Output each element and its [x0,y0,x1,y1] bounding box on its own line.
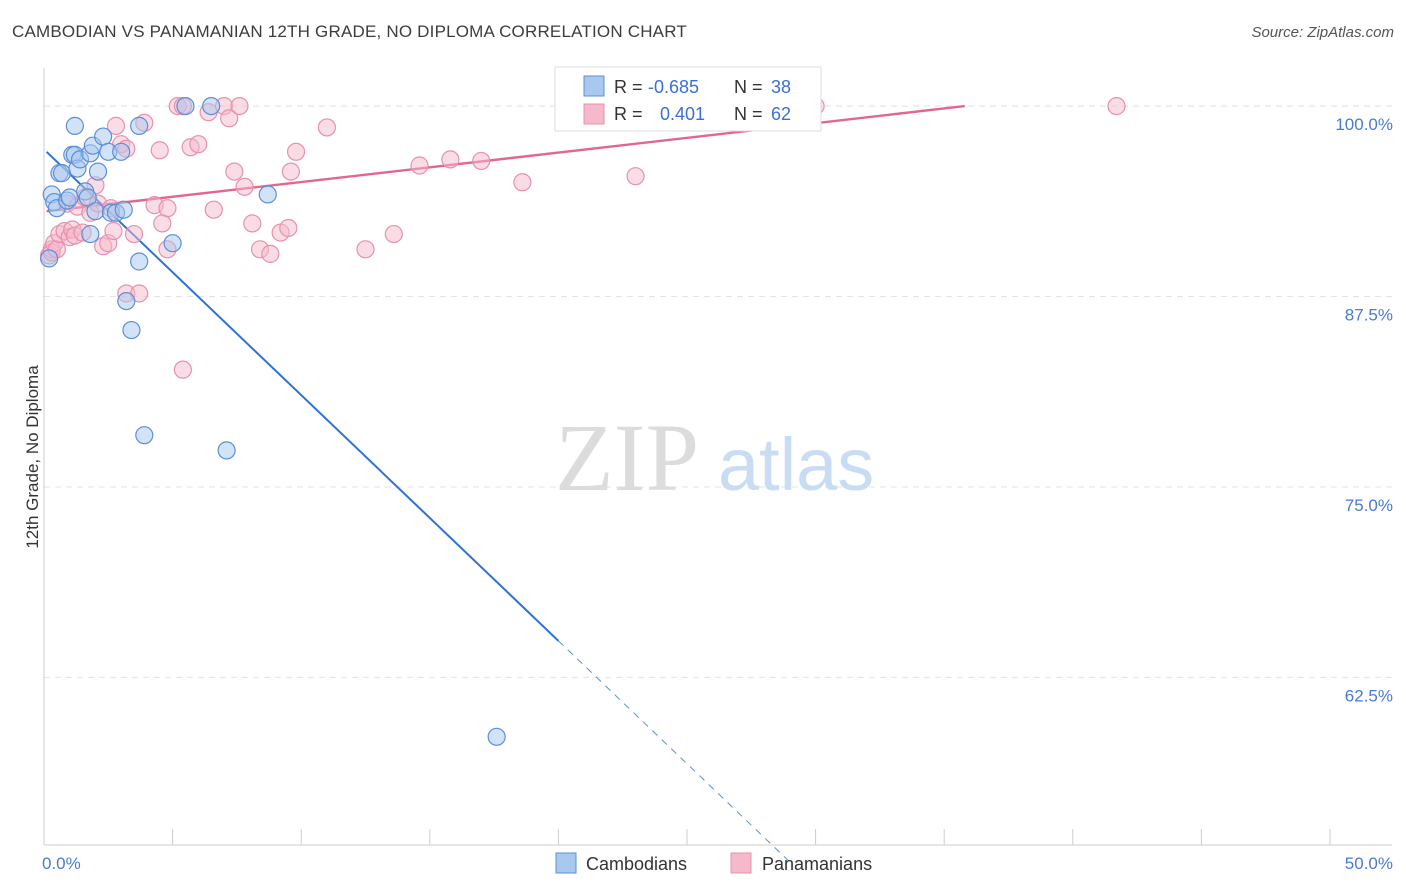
point-panamanian [153,214,172,233]
source-label: Source: ZipAtlas.com [1251,24,1394,41]
point-cambodian [487,727,506,746]
point-panamanian [261,244,280,263]
legend-n-value-1: 38 [771,77,791,97]
y-tick-label: 62.5% [1345,686,1393,705]
legend-n-label-1: N = [734,77,763,97]
y-tick-label: 75.0% [1345,496,1393,515]
x-tick-label: 0.0% [42,854,81,873]
bottom-legend-swatch-cambodians [555,852,577,874]
point-panamanian [173,360,192,379]
point-panamanian [124,224,144,244]
point-cambodian [86,202,105,221]
point-panamanian [220,109,239,128]
point-cambodian [114,200,133,219]
watermark-zip: ZIP [555,404,699,511]
bottom-legend-cambodians: Cambodians [586,854,687,874]
point-panamanian [410,156,429,175]
watermark: ZIP atlas [555,404,874,511]
point-cambodian [40,249,59,268]
stats-legend: R = -0.685 N = 38 R = 0.401 N = 62 [554,66,822,132]
point-cambodian [258,185,277,204]
legend-r-label-1: R = [614,77,643,97]
point-panamanian [204,200,223,219]
point-panamanian [106,116,126,135]
legend-r-label-2: R = [614,104,643,124]
point-cambodian [122,320,141,340]
legend-n-value-2: 62 [771,104,791,124]
trend-line-cambodians [45,151,560,642]
point-cambodian [135,426,154,445]
point-panamanian [1107,96,1126,116]
point-panamanian [104,221,123,241]
point-panamanian [356,240,375,259]
watermark-atlas: atlas [718,423,874,506]
point-panamanian [150,141,169,160]
series-legend: Cambodians Panamanians [555,852,872,874]
point-cambodian [65,116,84,135]
point-cambodian [202,96,221,116]
bottom-legend-panamanians: Panamanians [762,854,872,874]
data-points [40,96,1126,746]
point-cambodian [112,142,131,161]
y-axis-label: 12th Grade, No Diploma [23,365,42,549]
point-panamanian [279,218,298,238]
y-tick-labels: 100.0% 87.5% 75.0% 62.5% [1335,115,1393,705]
chart-title: CAMBODIAN VS PANAMANIAN 12TH GRADE, NO D… [12,22,687,41]
legend-r-value-2: 0.401 [660,104,705,124]
point-panamanian [235,177,254,196]
trend-line-panamanians [46,104,965,213]
point-panamanian [317,118,337,137]
bottom-legend-swatch-panamanians [730,852,752,874]
legend-swatch-cambodians [583,75,605,97]
point-panamanian [286,142,306,161]
point-panamanian [281,162,301,181]
point-panamanian [384,224,403,244]
trend-line-cambodians-extension [558,640,791,863]
point-cambodian [176,96,195,116]
point-panamanian [189,135,208,154]
point-panamanian [472,151,491,171]
x-tick-label: 50.0% [1345,854,1393,873]
point-panamanian [225,162,244,181]
point-cambodian [130,252,149,271]
point-panamanian [441,150,460,169]
point-cambodian [94,127,113,146]
point-cambodian [81,224,100,244]
point-panamanian [243,214,262,233]
point-panamanian [513,173,532,192]
y-tick-label: 87.5% [1345,306,1393,325]
legend-n-label-2: N = [734,104,763,124]
point-cambodian [52,164,72,183]
y-tick-label: 100.0% [1335,115,1393,134]
point-panamanian [158,199,177,218]
point-cambodian [117,292,136,311]
point-panamanian [626,167,645,186]
point-cambodian [130,116,149,135]
point-cambodian [163,234,182,253]
point-cambodian [78,188,97,207]
point-cambodian [88,162,108,181]
legend-r-value-1: -0.685 [648,77,699,97]
x-tick-labels: 0.0% 50.0% [42,854,1393,873]
point-cambodian [60,188,79,207]
point-cambodian [217,441,236,460]
legend-swatch-panamanians [583,103,605,125]
point-panamanian [230,96,249,116]
